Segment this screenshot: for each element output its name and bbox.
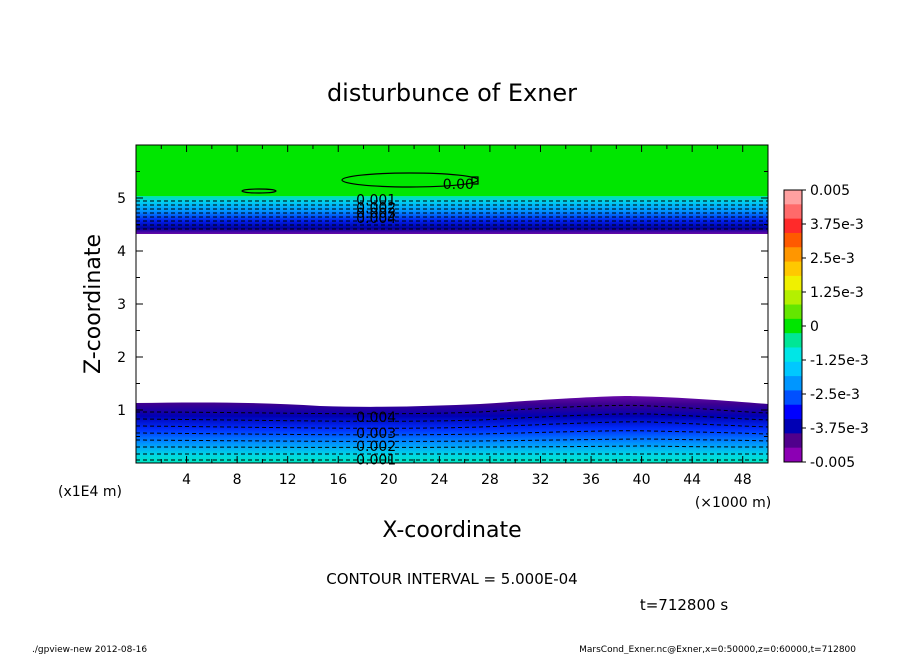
x-tick-label: 16: [329, 472, 347, 488]
colorbar-swatch: [784, 318, 802, 334]
x-axis: 4 8 12 16 20 24 28 32 36 40 44 48: [160, 145, 752, 488]
contour-label: 0.002: [356, 439, 396, 455]
x-tick-label: 24: [430, 472, 448, 488]
colorbar-label: 0: [810, 319, 819, 335]
x-tick-label: 28: [481, 472, 499, 488]
colorbar-swatch: [784, 247, 802, 263]
colorbar-swatch: [784, 404, 802, 420]
colorbar-swatch: [784, 275, 802, 291]
contour-labels: 0.0010.0020.0030.0040.000.0040.0030.0020…: [356, 177, 474, 469]
contour-label: 0.001: [356, 452, 396, 468]
colorbar-swatch: [784, 232, 802, 248]
upper-contour-lines: [136, 200, 768, 230]
x-axis-title: X-coordinate: [382, 518, 521, 543]
colorbar-swatch: [784, 376, 802, 391]
x-tick-label: 12: [279, 472, 297, 488]
colorbar-label: 1.25e-3: [810, 285, 864, 301]
y-axis-unit: (x1E4 m): [58, 484, 122, 500]
colorbar-swatch: [784, 261, 802, 277]
upper-negative-band: [136, 196, 768, 234]
colorbar-swatch: [784, 419, 802, 434]
colorbar-swatch: [784, 347, 802, 363]
footer-left: ./gpview-new 2012-08-16: [32, 645, 147, 654]
colorbar-label: -0.005: [810, 455, 855, 471]
upper-positive-region: [136, 145, 768, 197]
colorbar-swatch: [784, 390, 802, 406]
colorbar-label: 3.75e-3: [810, 217, 864, 233]
x-axis-unit: (×1000 m): [695, 495, 771, 511]
colorbar-swatch: [784, 290, 802, 306]
y-tick-label: 2: [117, 350, 126, 366]
x-tick-label: 32: [532, 472, 550, 488]
chart-title: disturbunce of Exner: [327, 79, 577, 107]
colorbar: [783, 189, 803, 463]
colorbar-label: 2.5e-3: [810, 251, 855, 267]
y-tick-label: 1: [117, 403, 126, 419]
lower-negative-band: [136, 396, 768, 463]
contour-label: 0.00: [443, 177, 474, 193]
colorbar-swatch: [784, 333, 802, 348]
x-tick-label: 48: [734, 472, 752, 488]
lower-contour-lines: [135, 404, 769, 461]
colorbar-swatch: [784, 433, 802, 449]
colorbar-label: -1.25e-3: [810, 353, 869, 369]
x-tick-label: 36: [582, 472, 600, 488]
contour-label: 0.002: [356, 201, 396, 217]
footer-right: MarsCond_Exner.nc@Exner,x=0:50000,z=0:60…: [579, 645, 856, 654]
colorbar-label: -3.75e-3: [810, 421, 869, 437]
y-tick-label: 3: [117, 297, 126, 313]
colorbar-swatch: [784, 447, 802, 463]
x-tick-label: 44: [683, 472, 701, 488]
contour-label: 0.003: [356, 206, 396, 222]
colorbar-swatch: [784, 218, 802, 234]
x-tick-label: 8: [233, 472, 242, 488]
colorbar-labels: 0.005 3.75e-3 2.5e-3 1.25e-3 0 -1.25e-3 -2.5e-…: [802, 183, 869, 471]
x-tick-label: 40: [633, 472, 651, 488]
plot-area: 0.0010.0020.0030.0040.000.0040.0030.0020…: [135, 144, 769, 469]
time-stamp: t=712800 s: [640, 596, 728, 614]
y-axis: 1 2 3 4 5: [117, 171, 768, 437]
contour-interval-note: CONTOUR INTERVAL = 5.000E-04: [326, 570, 577, 588]
colorbar-swatch: [784, 361, 802, 377]
colorbar-label: -2.5e-3: [810, 387, 860, 403]
y-tick-label: 5: [117, 191, 126, 207]
x-tick-label: 20: [380, 472, 398, 488]
y-axis-title: Z-coordinate: [81, 234, 106, 374]
x-tick-label: 4: [182, 472, 191, 488]
contour-label: 0.004: [356, 410, 396, 426]
contour-label: 0.003: [356, 426, 396, 442]
contour-label: 0.001: [356, 193, 396, 209]
positive-contour-lines: [241, 172, 479, 194]
colorbar-swatch: [784, 304, 802, 320]
contour-label: 0.004: [356, 211, 396, 227]
y-tick-label: 4: [117, 244, 126, 260]
colorbar-label: 0.005: [810, 183, 850, 199]
colorbar-swatch: [784, 204, 802, 220]
colorbar-swatch: [784, 190, 802, 205]
